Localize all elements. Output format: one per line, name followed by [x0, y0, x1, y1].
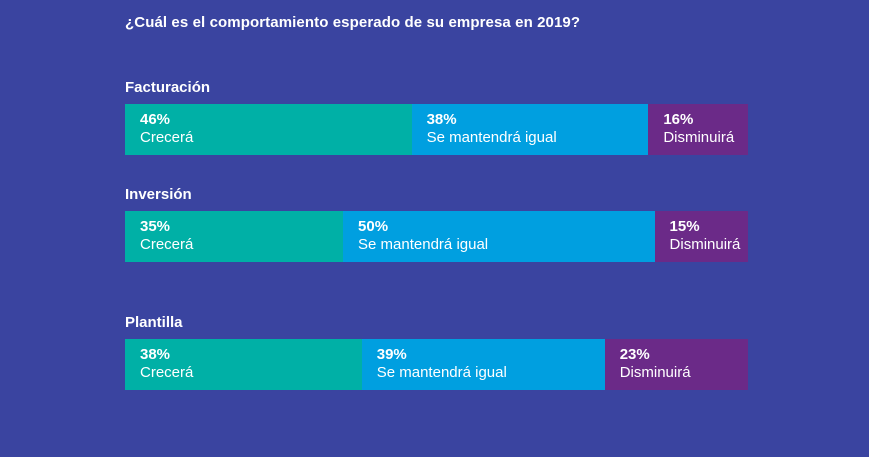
data-label-series: Disminuirá: [669, 236, 741, 253]
data-label-series: Crecerá: [140, 364, 194, 381]
data-label-percent: 16%: [663, 111, 694, 128]
category-label: Plantilla: [125, 314, 183, 331]
data-label-percent: 38%: [426, 111, 457, 128]
data-label-percent: 39%: [376, 346, 407, 363]
segment-se-mantendra-igual: 38% Se mantendrá igual: [411, 104, 649, 155]
data-label-percent: 46%: [140, 111, 171, 128]
chart-title: ¿Cuál es el comportamiento esperado de s…: [125, 14, 581, 31]
data-label-series: Crecerá: [140, 129, 194, 146]
segment-crecera: 46% Crecerá: [125, 104, 412, 155]
segment-crecera: 35% Crecerá: [125, 211, 344, 262]
category-label: Facturación: [125, 79, 211, 96]
segment-disminuira: 16% Disminuirá: [648, 104, 748, 155]
segment-se-mantendra-igual: 39% Se mantendrá igual: [361, 339, 605, 390]
segment-se-mantendra-igual: 50% Se mantendrá igual: [343, 211, 655, 262]
data-label-percent: 35%: [140, 218, 171, 235]
data-label-percent: 50%: [358, 218, 389, 235]
bar-group-plantilla: Plantilla 38% Crecerá 39% Se mantendrá igua…: [125, 314, 748, 390]
segment-disminuira: 23% Disminuirá: [604, 339, 748, 390]
data-label-series: Disminuirá: [619, 364, 691, 381]
bar-group-inversion: Inversión 35% Crecerá 50% Se mantendrá igua…: [125, 186, 748, 262]
stacked-bar: 38% Crecerá 39% Se mantendrá igual 23% Dismin…: [125, 339, 748, 390]
segment-crecera: 38% Crecerá: [125, 339, 362, 390]
category-label: Inversión: [125, 186, 192, 203]
data-label-percent: 23%: [619, 346, 650, 363]
bar-group-facturacion: Facturación 46% Crecerá 38% Se mantendrá ig…: [125, 79, 748, 155]
data-label-series: Disminuirá: [663, 129, 735, 146]
data-label-series: Se mantendrá igual: [376, 364, 507, 381]
segment-disminuira: 15% Disminuirá: [654, 211, 748, 262]
data-label-percent: 15%: [669, 218, 700, 235]
data-label-series: Se mantendrá igual: [426, 129, 557, 146]
stacked-bar: 35% Crecerá 50% Se mantendrá igual 15% Dismin…: [125, 211, 748, 262]
data-label-percent: 38%: [140, 346, 171, 363]
stacked-bar: 46% Crecerá 38% Se mantendrá igual 16% Dismin…: [125, 104, 748, 155]
data-label-series: Se mantendrá igual: [358, 236, 489, 253]
data-label-series: Crecerá: [140, 236, 194, 253]
